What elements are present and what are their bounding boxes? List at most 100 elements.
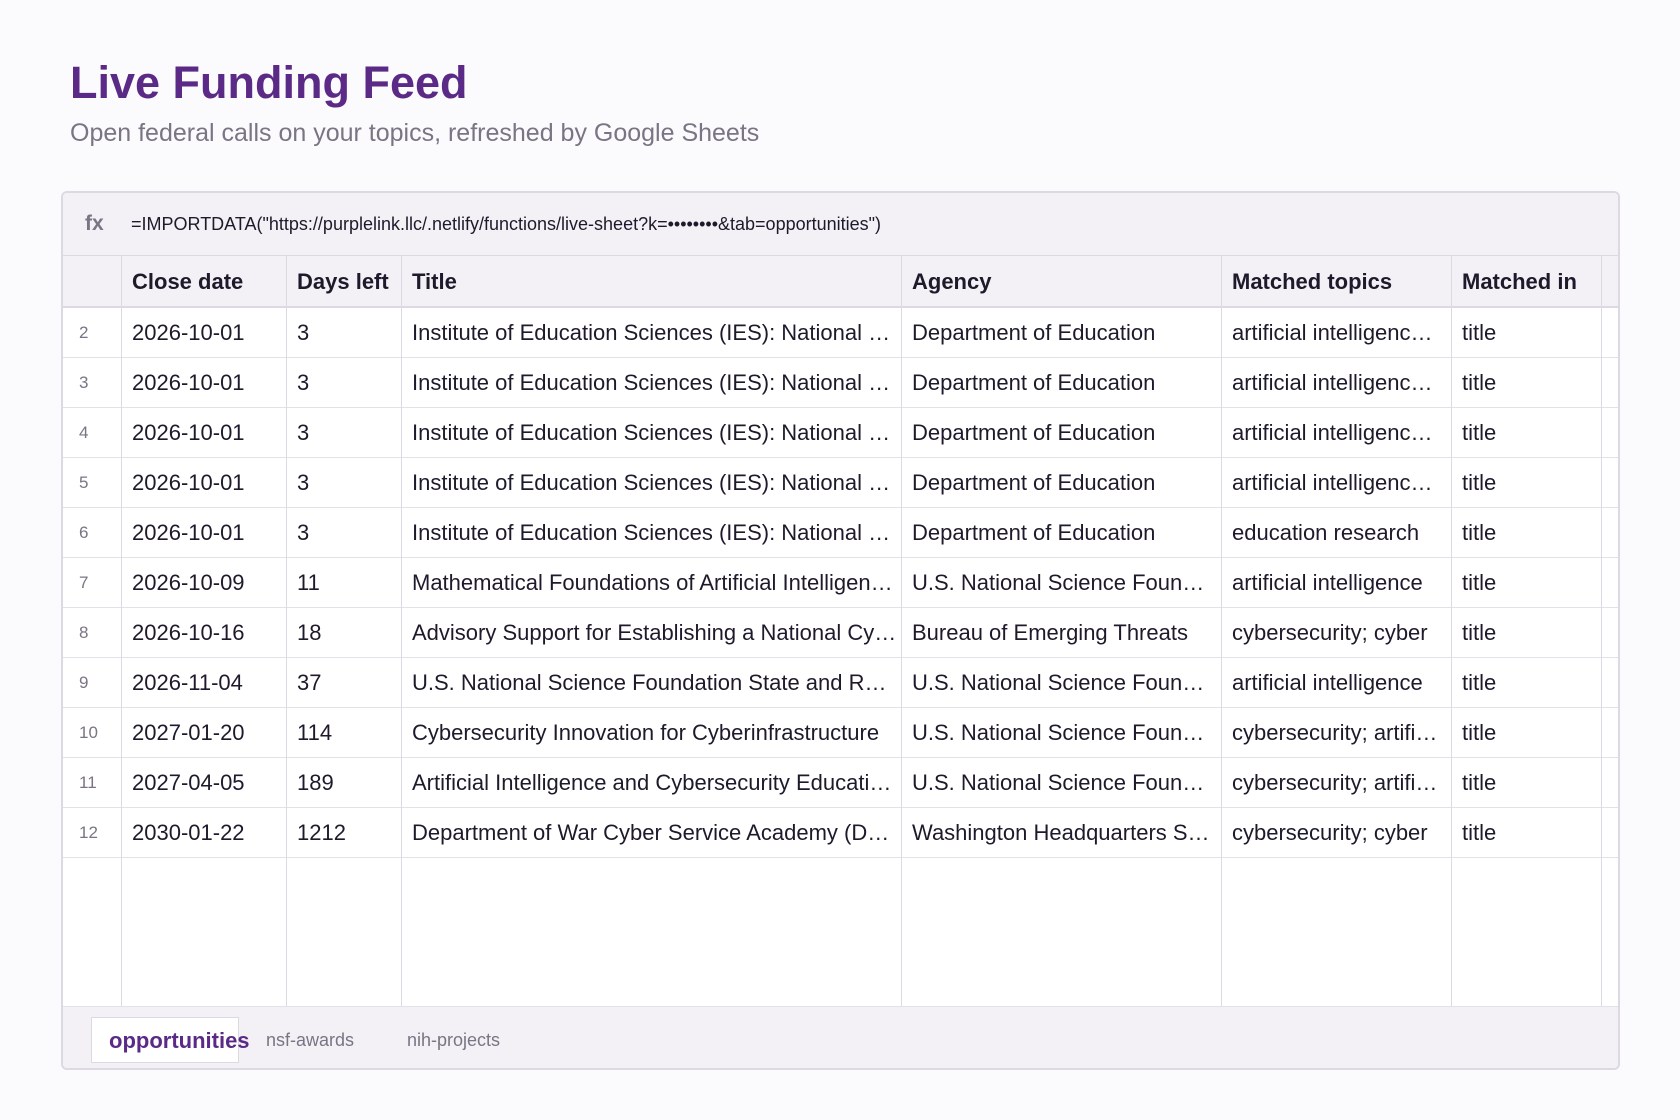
column-header-agency[interactable]: Agency	[912, 269, 992, 294]
table-row[interactable]: 5 2026-10-01 3 Institute of Education Scien…	[63, 458, 1618, 508]
row-number[interactable]: 11	[79, 773, 97, 792]
formula-bar[interactable]: fx =IMPORTDATA("https://purplelink.llc/.…	[63, 193, 1618, 256]
cell-close-date[interactable]: 2027-01-20	[132, 720, 245, 745]
column-header-title[interactable]: Title	[412, 269, 457, 294]
cell-matched-in[interactable]: title	[1462, 320, 1497, 345]
cell-agency[interactable]: Department of Education	[912, 470, 1156, 495]
table-row[interactable]: 8 2026-10-16 18 Advisory Support for Establ…	[63, 608, 1618, 658]
row-number[interactable]: 12	[79, 823, 98, 842]
cell-days-left[interactable]: 1212	[297, 820, 346, 845]
cell-matched-topics[interactable]: education research	[1232, 520, 1420, 545]
cell-title[interactable]: Institute of Education Sciences (IES): N…	[412, 420, 891, 445]
cell-close-date[interactable]: 2026-11-04	[132, 670, 243, 695]
cell-agency[interactable]: Department of Education	[912, 320, 1156, 345]
row-number[interactable]: 8	[79, 623, 89, 642]
cell-matched-in[interactable]: title	[1462, 670, 1497, 695]
cell-agency[interactable]: U.S. National Science Foun…	[912, 720, 1205, 745]
cell-title[interactable]: Institute of Education Sciences (IES): N…	[412, 320, 891, 345]
row-number[interactable]: 10	[79, 723, 98, 742]
cell-matched-topics[interactable]: artificial intelligence	[1232, 670, 1423, 695]
row-number[interactable]: 6	[79, 523, 89, 542]
cell-days-left[interactable]: 3	[297, 420, 310, 445]
cell-matched-topics[interactable]: artificial intelligenc…	[1232, 370, 1433, 395]
table-row[interactable]: 7 2026-10-09 11 Mathematical Foundations of…	[63, 558, 1618, 608]
cell-matched-in[interactable]: title	[1462, 520, 1497, 545]
cell-title[interactable]: Institute of Education Sciences (IES): N…	[412, 520, 891, 545]
row-number[interactable]: 9	[79, 673, 89, 692]
table-row[interactable]: 10 2027-01-20 114 Cybersecurity Innovation …	[63, 708, 1618, 758]
cell-matched-topics[interactable]: artificial intelligenc…	[1232, 470, 1433, 495]
cell-agency[interactable]: U.S. National Science Foun…	[912, 670, 1205, 695]
cell-matched-topics[interactable]: cybersecurity; cyber	[1232, 820, 1428, 845]
table-row[interactable]: 2 2026-10-01 3 Institute of Education Scien…	[63, 308, 1618, 358]
cell-agency[interactable]: U.S. National Science Foun…	[912, 570, 1205, 595]
cell-close-date[interactable]: 2026-10-01	[132, 320, 245, 345]
cell-title[interactable]: Cybersecurity Innovation for Cyberinfras…	[412, 720, 880, 745]
cell-close-date[interactable]: 2026-10-01	[132, 520, 245, 545]
cell-matched-topics[interactable]: artificial intelligence	[1232, 570, 1423, 595]
table-row[interactable]: 11 2027-04-05 189 Artificial Intelligence a…	[63, 758, 1618, 808]
table-row[interactable]: 12 2030-01-22 1212 Department of War Cyber …	[63, 808, 1618, 858]
cell-matched-in[interactable]: title	[1462, 820, 1497, 845]
row-number[interactable]: 5	[79, 473, 89, 492]
table-row[interactable]: 6 2026-10-01 3 Institute of Education Scien…	[63, 508, 1618, 558]
cell-matched-in[interactable]: title	[1462, 770, 1497, 795]
column-header-close-date[interactable]: Close date	[132, 269, 244, 294]
cell-close-date[interactable]: 2026-10-01	[132, 370, 245, 395]
cell-title[interactable]: Institute of Education Sciences (IES): N…	[412, 370, 891, 395]
tab-nsf-awards[interactable]: nsf-awards	[266, 1030, 355, 1050]
column-header-days-left[interactable]: Days left	[297, 269, 389, 294]
row-number[interactable]: 4	[79, 423, 89, 442]
tab-nih-projects[interactable]: nih-projects	[407, 1030, 501, 1050]
cell-title[interactable]: Institute of Education Sciences (IES): N…	[412, 470, 891, 495]
cell-days-left[interactable]: 114	[297, 720, 333, 745]
cell-matched-topics[interactable]: cybersecurity; artifi…	[1232, 720, 1438, 745]
cell-close-date[interactable]: 2026-10-01	[132, 420, 245, 445]
column-header-matched-topics[interactable]: Matched topics	[1232, 269, 1393, 294]
cell-matched-in[interactable]: title	[1462, 620, 1497, 645]
column-header-row-number[interactable]	[63, 256, 121, 308]
cell-matched-topics[interactable]: artificial intelligenc…	[1232, 420, 1433, 445]
cell-days-left[interactable]: 18	[297, 620, 322, 645]
cell-close-date[interactable]: 2026-10-09	[132, 570, 245, 595]
cell-days-left[interactable]: 37	[297, 670, 322, 695]
row-number[interactable]: 7	[79, 573, 89, 592]
cell-title[interactable]: Mathematical Foundations of Artificial I…	[412, 570, 893, 595]
cell-matched-in[interactable]: title	[1462, 720, 1497, 745]
cell-close-date[interactable]: 2027-04-05	[132, 770, 245, 795]
formula-input[interactable]: =IMPORTDATA("https://purplelink.llc/.net…	[131, 214, 882, 234]
cell-title[interactable]: Advisory Support for Establishing a Nati…	[412, 620, 897, 645]
cell-matched-in[interactable]: title	[1462, 570, 1497, 595]
row-number[interactable]: 3	[79, 373, 89, 392]
cell-matched-in[interactable]: title	[1462, 470, 1497, 495]
cell-matched-in[interactable]: title	[1462, 420, 1497, 445]
cell-close-date[interactable]: 2030-01-22	[132, 820, 245, 845]
cell-agency[interactable]: U.S. National Science Foun…	[912, 770, 1205, 795]
cell-matched-in[interactable]: title	[1462, 370, 1497, 395]
cell-days-left[interactable]: 11	[297, 570, 320, 595]
cell-days-left[interactable]: 3	[297, 370, 310, 395]
tab-opportunities[interactable]: opportunities	[91, 1017, 250, 1063]
cell-close-date[interactable]: 2026-10-01	[132, 470, 245, 495]
cell-title[interactable]: Artificial Intelligence and Cybersecurit…	[412, 770, 892, 795]
cell-agency[interactable]: Department of Education	[912, 420, 1156, 445]
table-row[interactable]: 9 2026-11-04 37 U.S. National Science Found…	[63, 658, 1618, 708]
cell-agency[interactable]: Bureau of Emerging Threats	[912, 620, 1188, 645]
cell-agency[interactable]: Washington Headquarters S…	[912, 820, 1210, 845]
cell-days-left[interactable]: 189	[297, 770, 334, 795]
column-header-matched-in[interactable]: Matched in	[1462, 269, 1577, 294]
cell-days-left[interactable]: 3	[297, 320, 310, 345]
table-row[interactable]: 4 2026-10-01 3 Institute of Education Scien…	[63, 408, 1618, 458]
cell-matched-topics[interactable]: cybersecurity; cyber	[1232, 620, 1428, 645]
cell-title[interactable]: U.S. National Science Foundation State a…	[412, 670, 887, 695]
cell-matched-topics[interactable]: cybersecurity; artifi…	[1232, 770, 1438, 795]
cell-title[interactable]: Department of War Cyber Service Academy …	[412, 820, 890, 845]
cell-days-left[interactable]: 3	[297, 520, 310, 545]
cell-days-left[interactable]: 3	[297, 470, 310, 495]
cell-matched-topics[interactable]: artificial intelligenc…	[1232, 320, 1433, 345]
cell-close-date[interactable]: 2026-10-16	[132, 620, 245, 645]
cell-agency[interactable]: Department of Education	[912, 520, 1156, 545]
table-row[interactable]: 3 2026-10-01 3 Institute of Education Scien…	[63, 358, 1618, 408]
cell-agency[interactable]: Department of Education	[912, 370, 1156, 395]
row-number[interactable]: 2	[79, 323, 89, 342]
